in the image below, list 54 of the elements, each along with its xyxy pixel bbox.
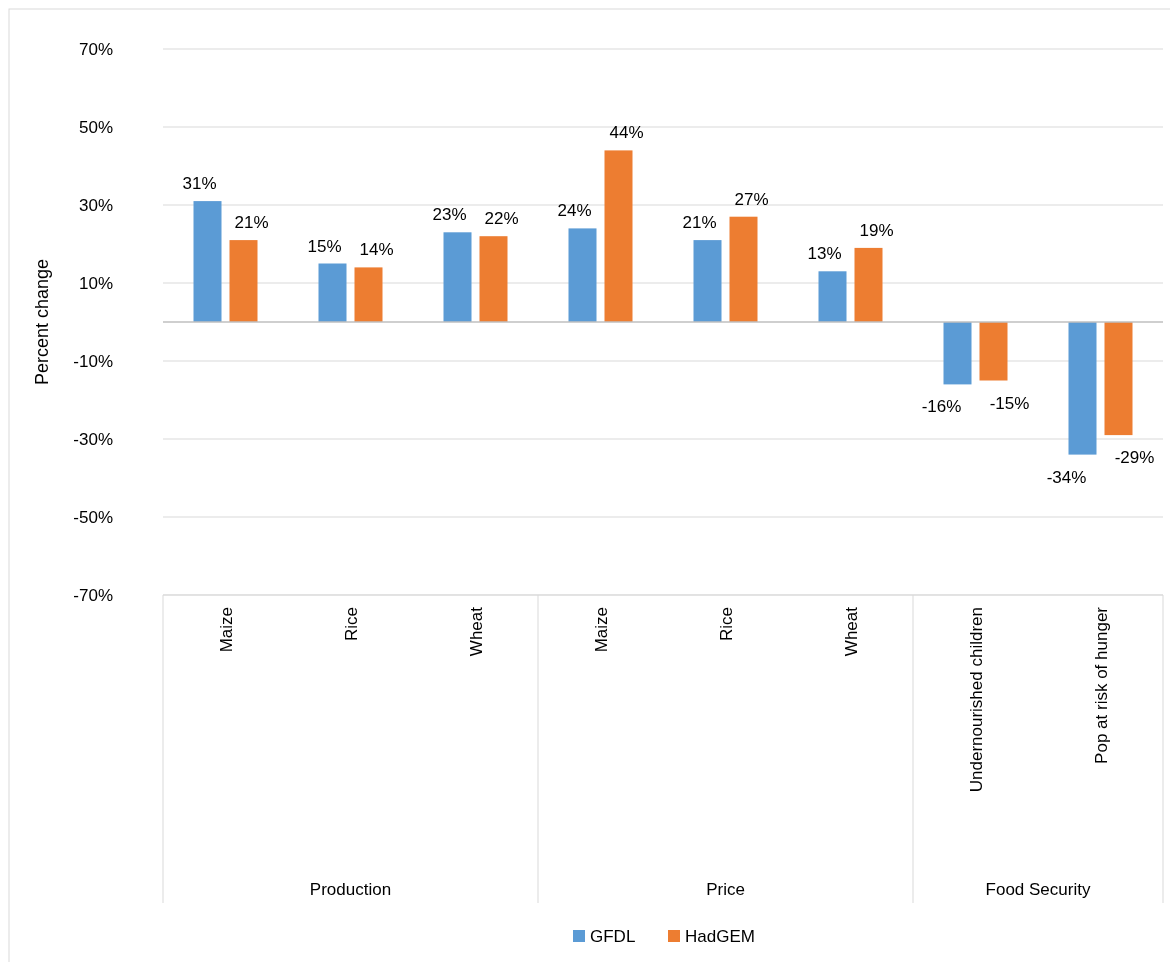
data-label: 21% [234,213,269,233]
bar [979,322,1008,381]
bar [229,240,258,322]
bar [479,236,508,322]
text: Food Security [985,880,1091,899]
y-axis-title: Percent change [32,258,52,386]
y-tick-label: 50% [78,118,113,137]
x-tick-label: Pop at risk of hunger [1091,606,1111,764]
x-tick-label: Undernourished children [966,607,986,793]
text: Production [309,880,392,899]
bar [318,263,347,322]
data-label: 27% [734,189,769,209]
data-label: 21% [682,213,717,233]
bar [193,201,222,322]
bar [1068,322,1097,455]
bar [729,216,758,322]
y-tick-label: -50% [73,508,113,527]
y-tick-label: -30% [73,430,113,449]
text: Price [706,880,745,899]
data-label: 13% [807,244,842,264]
x-tick-label: Maize [216,607,236,653]
legend-label: HadGEM [685,927,755,946]
data-label: 31% [182,174,217,194]
data-label: 22% [484,209,519,229]
y-tick-label: 70% [78,40,113,59]
data-label: 44% [609,123,644,143]
y-tick-label: 10% [78,274,113,293]
y-tick-label: 30% [78,196,113,215]
x-tick-label: Wheat [841,606,861,657]
bar [568,228,597,322]
data-label: -29% [1114,448,1155,468]
legend-label: GFDL [590,927,636,946]
bar [854,247,883,322]
x-tick-label: Rice [716,607,736,642]
bar [818,271,847,322]
data-label: 14% [359,240,394,260]
bar [354,267,383,322]
bar [693,240,722,322]
x-tick-label: Wheat [466,606,486,657]
bar [943,322,972,385]
bar [604,150,633,322]
data-label: 24% [557,201,592,221]
data-label: 15% [307,236,342,256]
data-label: -15% [989,393,1030,413]
x-tick-label: Maize [591,607,611,653]
y-tick-label: -10% [73,352,113,371]
data-label: -16% [921,397,962,417]
data-label: -34% [1046,467,1087,487]
data-label: 19% [859,220,894,240]
x-tick-label: Rice [341,607,361,642]
bar [1104,322,1133,436]
data-label: 23% [432,205,467,225]
y-tick-label: -70% [73,586,113,605]
bar [443,232,472,322]
